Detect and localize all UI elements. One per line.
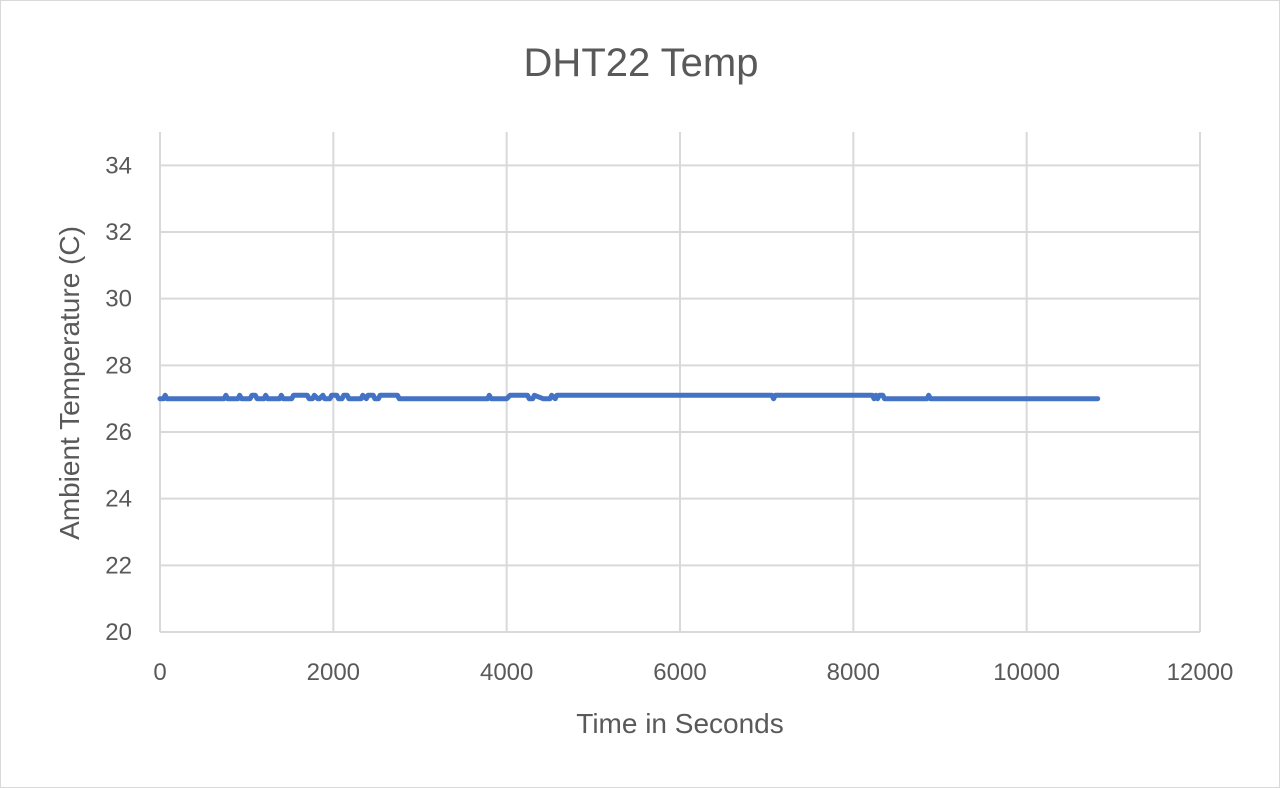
y-tick-label: 22 bbox=[105, 552, 132, 579]
x-axis-ticks: 0 2000 4000 6000 8000 10000 12000 bbox=[153, 659, 1233, 686]
x-tick-label: 10000 bbox=[993, 659, 1060, 686]
gridlines bbox=[159, 132, 1201, 633]
x-tick-label: 6000 bbox=[653, 659, 706, 686]
y-tick-label: 24 bbox=[105, 486, 132, 513]
series-group bbox=[157, 392, 1101, 402]
y-axis-ticks: 20 22 24 26 28 30 32 34 bbox=[105, 152, 132, 646]
x-tick-label: 12000 bbox=[1167, 659, 1234, 686]
y-tick-label: 26 bbox=[105, 419, 132, 446]
y-tick-label: 34 bbox=[105, 152, 132, 179]
series-line bbox=[157, 392, 1101, 402]
x-tick-label: 4000 bbox=[480, 659, 533, 686]
x-tick-label: 8000 bbox=[827, 659, 880, 686]
chart-title: DHT22 Temp bbox=[524, 41, 759, 85]
y-tick-label: 20 bbox=[105, 619, 132, 646]
y-tick-label: 32 bbox=[105, 219, 132, 246]
y-axis-title: Ambient Temperature (C) bbox=[54, 226, 85, 540]
y-tick-label: 28 bbox=[105, 352, 132, 379]
x-axis-title: Time in Seconds bbox=[576, 708, 784, 739]
x-tick-label: 2000 bbox=[307, 659, 360, 686]
y-tick-label: 30 bbox=[105, 286, 132, 313]
x-tick-label: 0 bbox=[153, 659, 166, 686]
